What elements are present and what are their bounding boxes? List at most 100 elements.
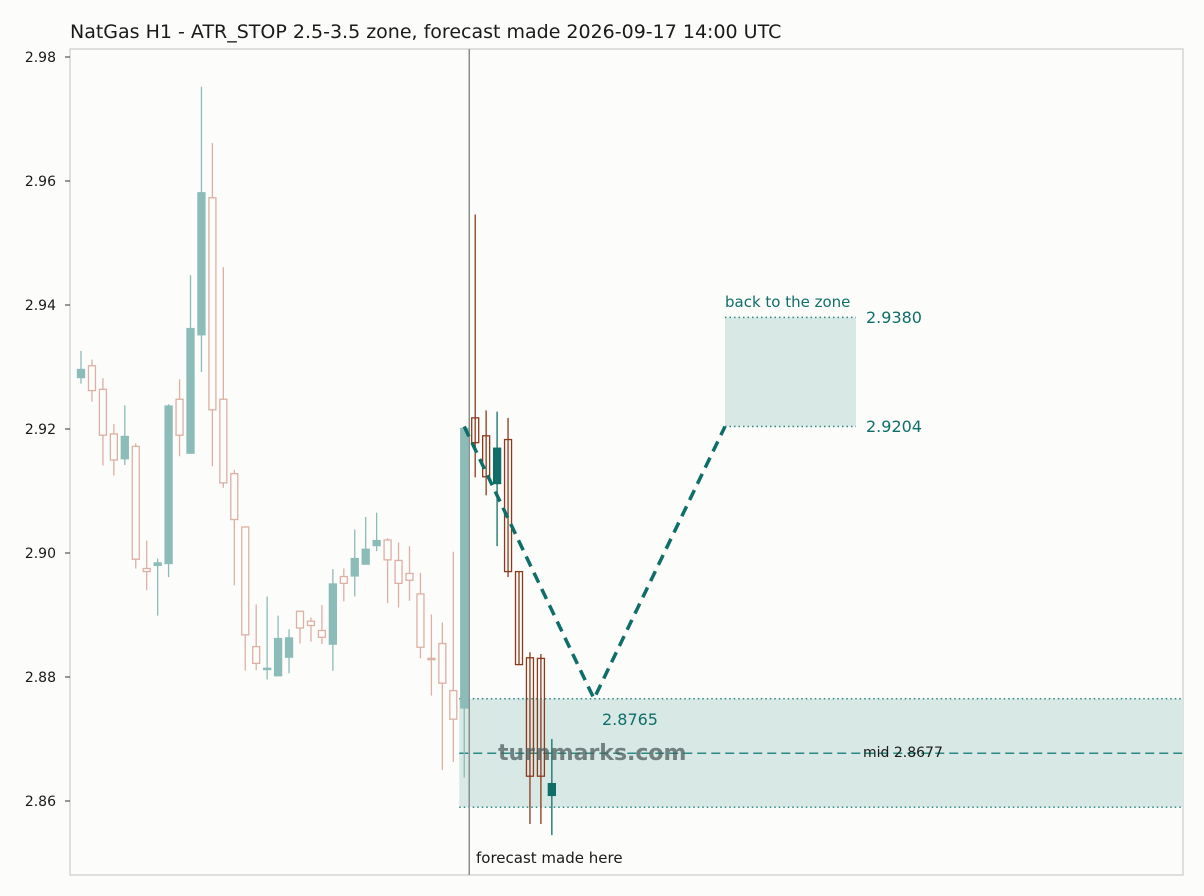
candle	[328, 569, 338, 671]
forecast-made-label: forecast made here	[476, 849, 623, 867]
candle	[219, 267, 228, 488]
candle	[383, 538, 392, 604]
candle	[98, 378, 108, 466]
candle	[492, 411, 502, 547]
candle-body	[383, 539, 392, 561]
candle	[241, 526, 250, 671]
candle	[438, 622, 447, 770]
candle-body	[438, 642, 447, 684]
candle	[197, 86, 206, 372]
candle-body	[76, 368, 86, 379]
candle	[372, 512, 381, 552]
trough-label: 2.8765	[602, 710, 658, 729]
watermark: turnmarks.com	[498, 741, 686, 766]
candle-body	[109, 433, 118, 461]
candle	[76, 350, 86, 384]
y-tick-label: 2.90	[25, 546, 56, 562]
candle-body	[449, 689, 458, 720]
candle	[273, 615, 283, 677]
candle-body	[164, 405, 173, 565]
candle-body	[284, 637, 294, 658]
candle	[208, 143, 217, 467]
candle	[252, 604, 261, 671]
candle	[230, 469, 239, 586]
candle	[361, 517, 370, 565]
candle-body	[339, 575, 348, 585]
target-high-label: 2.9380	[866, 308, 922, 327]
candle-body	[492, 447, 502, 485]
candle-body	[372, 539, 381, 547]
candle-body	[295, 610, 305, 629]
candle-body	[306, 620, 316, 627]
candle	[427, 614, 436, 696]
candle	[120, 405, 129, 465]
y-tick-label: 2.94	[25, 298, 56, 314]
candle	[295, 610, 305, 644]
candle	[317, 605, 327, 645]
candle-body	[405, 572, 414, 581]
candle-body	[98, 388, 108, 436]
target-zone-label: back to the zone	[725, 293, 850, 311]
candle-body	[197, 192, 206, 336]
y-axis: 2.86 2.88 2.90 2.92 2.94 2.96 2.98	[25, 50, 70, 810]
candle	[339, 568, 348, 602]
candle	[153, 558, 162, 616]
candle	[131, 443, 140, 569]
y-tick-label: 2.98	[25, 50, 56, 66]
mid-label: mid 2.8677	[863, 745, 943, 761]
candle-body	[547, 782, 556, 797]
candle-body	[350, 557, 359, 577]
candle	[514, 570, 524, 666]
candle	[142, 540, 151, 591]
y-tick-label: 2.88	[25, 670, 56, 686]
candle	[175, 379, 184, 457]
y-tick-label: 2.86	[25, 794, 56, 810]
candle-body	[328, 583, 338, 645]
candle	[306, 617, 316, 642]
y-tick-label: 2.92	[25, 422, 56, 438]
candle	[471, 214, 480, 478]
candle-body	[525, 657, 535, 777]
candle-body	[186, 327, 195, 454]
candle-body	[219, 398, 228, 484]
candle-body	[427, 657, 436, 661]
candle-body	[175, 398, 184, 436]
target-low-label: 2.9204	[866, 417, 922, 436]
candle-body	[416, 593, 425, 648]
candle-body	[361, 548, 370, 565]
candle	[394, 542, 403, 608]
candle	[536, 654, 546, 824]
candle	[164, 404, 173, 578]
candle	[503, 417, 513, 578]
candle-body	[208, 197, 217, 411]
candle-body	[481, 435, 491, 478]
candle-body	[317, 629, 327, 638]
candle-body	[503, 438, 513, 573]
chart-title: NatGas H1 - ATR_STOP 2.5-3.5 zone, forec…	[70, 21, 781, 43]
candle	[405, 546, 414, 601]
forecast-path	[462, 425, 727, 703]
target-zone	[725, 317, 856, 427]
candle	[416, 572, 425, 659]
candle-body	[460, 427, 469, 709]
candle-body	[536, 657, 546, 777]
candle-body	[471, 417, 480, 444]
candle-body	[262, 667, 272, 671]
candle	[186, 275, 195, 454]
candle	[481, 410, 491, 496]
candle	[109, 424, 118, 476]
candle-body	[230, 472, 239, 521]
candle-body	[131, 445, 140, 560]
candle-body	[252, 645, 261, 665]
candle	[547, 739, 556, 836]
candle	[262, 596, 272, 680]
candle-body	[273, 637, 283, 677]
candle	[87, 359, 97, 402]
y-tick-label: 2.96	[25, 174, 56, 190]
candle-body	[514, 570, 524, 666]
candle-body	[87, 365, 97, 392]
candles	[76, 86, 556, 836]
candle	[284, 629, 294, 674]
candle-body	[142, 567, 151, 573]
